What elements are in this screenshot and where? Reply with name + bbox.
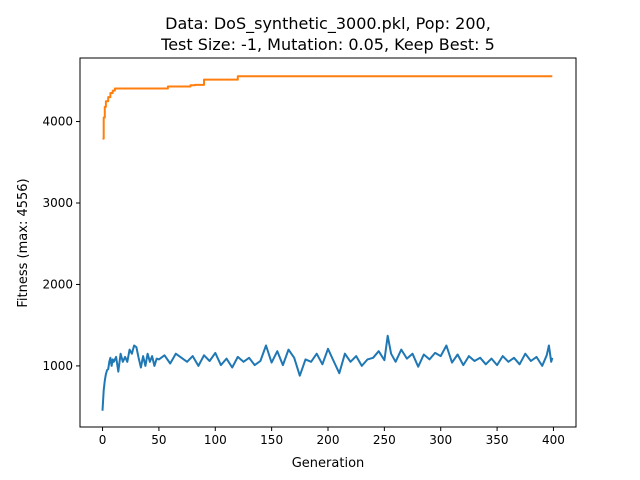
series-line-2 [101,334,554,411]
x-tick-label: 150 [260,433,283,447]
x-tick-label: 350 [486,433,509,447]
series-line-1 [102,75,553,140]
x-axis-label: Generation [292,456,365,471]
x-tick-label: 200 [317,433,340,447]
x-tick-label: 100 [204,433,227,447]
x-tick-label: 50 [151,433,166,447]
x-tick-label: 250 [373,433,396,447]
y-axis-label: Fitness (max: 4556) [16,178,31,307]
chart-title-line-1: Data: DoS_synthetic_3000.pkl, Pop: 200, [165,14,491,34]
chart-title-line-2: Test Size: -1, Mutation: 0.05, Keep Best… [160,35,495,54]
y-tick-label: 1000 [42,359,73,373]
y-tick-label: 4000 [42,115,73,129]
x-tick-label: 300 [429,433,452,447]
y-tick-label: 2000 [42,277,73,291]
x-tick-label: 400 [542,433,565,447]
series-layer [101,75,554,411]
axes-layer: 0 50 100 150 200 250 300 350 400 1000 2000 3000 4000 [42,57,577,447]
y-tick-label: 3000 [42,196,73,210]
x-tick-label: 0 [99,433,107,447]
